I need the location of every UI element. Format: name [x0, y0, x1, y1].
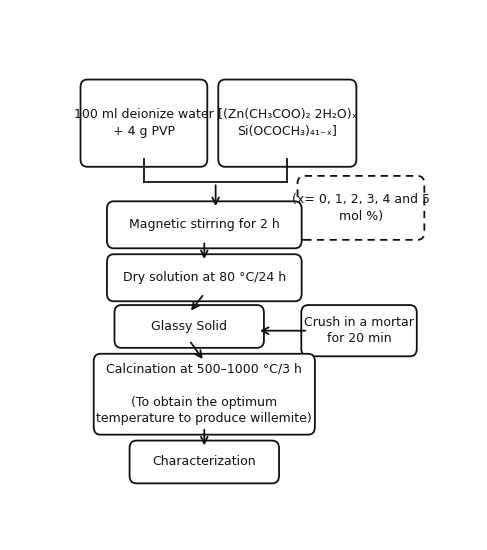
FancyBboxPatch shape — [107, 254, 301, 301]
FancyBboxPatch shape — [94, 354, 315, 435]
Text: Characterization: Characterization — [152, 455, 256, 469]
Text: (x= 0, 1, 2, 3, 4 and 5
mol %): (x= 0, 1, 2, 3, 4 and 5 mol %) — [292, 193, 430, 223]
FancyBboxPatch shape — [301, 305, 417, 356]
Text: [(Zn(CH₃COO)₂ 2H₂O)ₓ
Si(OCOCH₃)₄₁₋ₓ]: [(Zn(CH₃COO)₂ 2H₂O)ₓ Si(OCOCH₃)₄₁₋ₓ] — [218, 108, 357, 138]
Text: Glassy Solid: Glassy Solid — [151, 320, 227, 333]
FancyBboxPatch shape — [298, 176, 424, 240]
FancyBboxPatch shape — [218, 80, 356, 167]
Text: Calcination at 500–1000 °C/3 h

(To obtain the optimum
temperature to produce wi: Calcination at 500–1000 °C/3 h (To obtai… — [96, 363, 312, 426]
FancyBboxPatch shape — [107, 201, 301, 248]
Text: Crush in a mortar
for 20 min: Crush in a mortar for 20 min — [304, 316, 414, 345]
Text: Magnetic stirring for 2 h: Magnetic stirring for 2 h — [129, 218, 280, 232]
FancyBboxPatch shape — [80, 80, 207, 167]
Text: 100 ml deionize water
+ 4 g PVP: 100 ml deionize water + 4 g PVP — [74, 108, 214, 138]
FancyBboxPatch shape — [114, 305, 264, 348]
Text: Dry solution at 80 °C/24 h: Dry solution at 80 °C/24 h — [123, 271, 286, 284]
FancyBboxPatch shape — [130, 441, 279, 483]
